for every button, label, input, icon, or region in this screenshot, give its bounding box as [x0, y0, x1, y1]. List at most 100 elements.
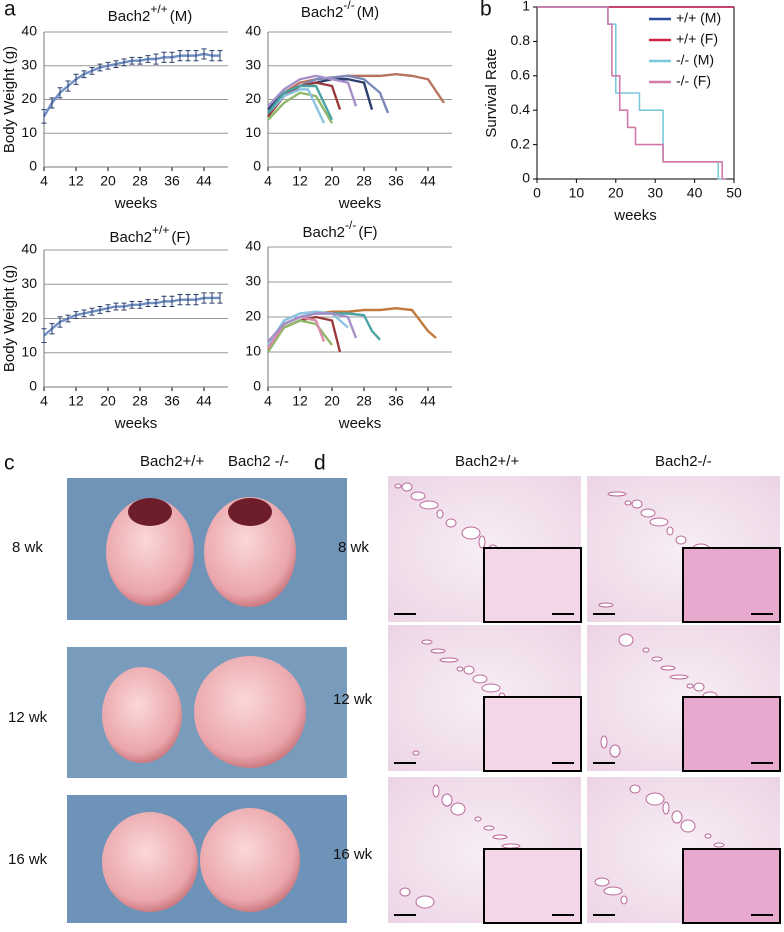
x-tick-label: 10 — [569, 185, 585, 201]
error-bar — [193, 294, 199, 306]
y-tick-label: 30 — [21, 56, 37, 72]
error-bar — [193, 50, 199, 62]
error-bar — [89, 66, 95, 75]
airway — [662, 801, 670, 815]
y-tick-label: 30 — [245, 56, 261, 72]
x-axis-label: weeks — [114, 415, 158, 432]
error-bar — [73, 73, 79, 85]
error-bar — [49, 323, 55, 335]
error-bar — [49, 323, 55, 335]
error-bar — [81, 70, 87, 79]
y-tick-label: 1 — [522, 0, 530, 14]
error-bar — [113, 302, 119, 311]
error-bar — [145, 55, 151, 63]
error-bar — [81, 70, 87, 79]
error-bar — [193, 294, 199, 306]
x-axis-label: weeks — [338, 415, 382, 432]
series-line — [267, 72, 445, 114]
inset — [483, 547, 582, 623]
y-tick-label: 40 — [21, 23, 37, 39]
error-bar — [177, 294, 183, 306]
airway — [432, 784, 440, 798]
series-line — [267, 312, 358, 343]
airway — [620, 895, 628, 905]
error-bar — [209, 50, 215, 62]
chart-title: Bach2-/- (M) — [301, 0, 379, 21]
panel-label: c — [4, 452, 15, 475]
panel-label: b — [480, 0, 492, 21]
row-label: 16 wk — [8, 851, 48, 868]
error-bar — [145, 55, 151, 63]
airway — [629, 784, 641, 794]
airway — [640, 508, 656, 518]
airway — [430, 648, 446, 654]
legend-label: +/+ (F) — [676, 31, 718, 47]
error-bar — [193, 50, 199, 62]
title-superscript: +/+ — [152, 223, 169, 237]
error-bar — [65, 314, 71, 323]
x-tick-label: 12 — [292, 173, 308, 189]
error-bar — [49, 97, 55, 109]
x-tick-label: 4 — [40, 173, 48, 189]
error-bar — [201, 292, 207, 304]
x-tick-label: 44 — [420, 173, 436, 189]
x-tick-label: 20 — [100, 173, 116, 189]
airway — [410, 491, 426, 501]
error-bar — [137, 300, 143, 309]
airway — [474, 816, 482, 822]
airway — [445, 518, 457, 528]
x-tick-label: 28 — [356, 393, 372, 409]
airway — [501, 843, 521, 849]
x-tick-label: 12 — [292, 393, 308, 409]
title-superscript: -/- — [343, 0, 354, 12]
row-label: 8 wk — [12, 539, 43, 556]
error-bar — [73, 311, 79, 319]
x-tick-label: 4 — [264, 393, 272, 409]
chart: 0 10 20 30 40 4 12 20 28 36 44 Bach2-/- (M) weeks — [245, 0, 452, 212]
y-axis-label: Body Weight (g) — [1, 46, 18, 153]
series-line — [267, 74, 358, 108]
y-tick-label: 0.8 — [511, 32, 531, 48]
error-bar — [185, 294, 191, 306]
error-bar — [73, 73, 79, 85]
y-tick-label: 0.2 — [511, 135, 531, 151]
airway — [456, 666, 464, 672]
x-tick-label: 28 — [132, 393, 148, 409]
airway — [492, 834, 508, 840]
airway — [461, 526, 481, 540]
y-tick-label: 0 — [29, 158, 37, 174]
title-text: Bach2 — [302, 224, 345, 241]
y-tick-label: 0 — [253, 158, 261, 174]
airway — [686, 683, 694, 689]
error-bar — [129, 56, 135, 65]
error-bar — [81, 309, 87, 318]
airway — [618, 633, 634, 647]
error-bar — [145, 299, 151, 308]
error-bar — [129, 300, 135, 309]
x-tick-label: 44 — [196, 173, 212, 189]
y-tick-label: 0.4 — [511, 101, 531, 117]
y-axis-label: Survival Rate — [483, 48, 500, 137]
error-bar — [161, 295, 167, 308]
airway — [631, 499, 643, 509]
x-tick-label: 30 — [647, 185, 663, 201]
x-tick-label: 36 — [164, 393, 180, 409]
lung-photos: Bach2+/+ Bach2 -/- 8 wk 12 wk 16 wk — [8, 453, 347, 923]
airway — [607, 491, 627, 497]
error-bar — [209, 292, 215, 304]
x-tick-label: 0 — [533, 185, 541, 201]
title-superscript: +/+ — [150, 2, 167, 16]
lung — [200, 808, 300, 912]
error-bar — [65, 80, 71, 92]
error-bar — [41, 109, 47, 124]
x-tick-label: 20 — [100, 393, 116, 409]
y-tick-label: 20 — [21, 309, 37, 325]
inset — [682, 848, 781, 924]
error-bar — [209, 292, 215, 304]
error-bar — [217, 292, 223, 304]
title-text: Bach2 — [301, 4, 344, 21]
error-bar — [105, 61, 111, 70]
airway — [645, 792, 665, 806]
